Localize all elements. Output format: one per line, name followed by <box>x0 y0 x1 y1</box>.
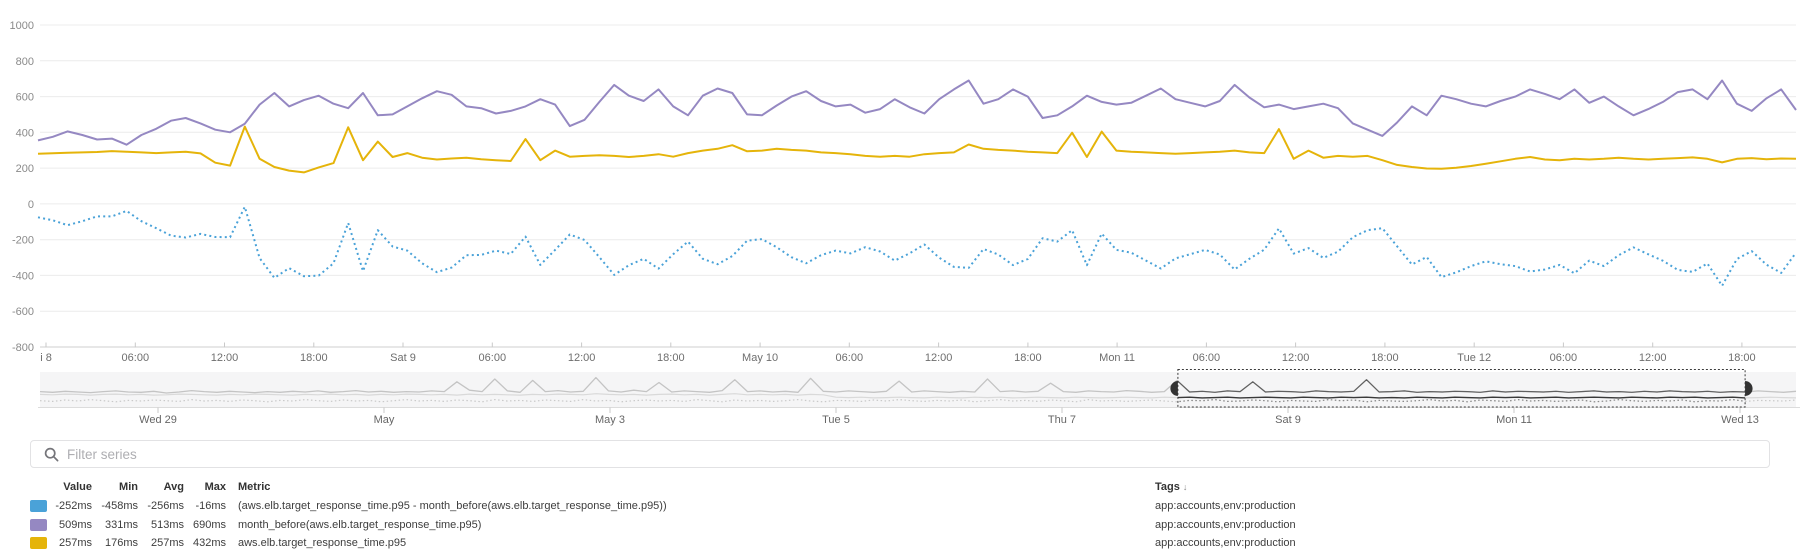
month-before-series-line <box>37 79 1797 146</box>
legend-row-current[interactable]: 257ms 176ms 257ms 432ms aws.elb.target_r… <box>30 534 1770 553</box>
sort-descending-icon: ↓ <box>1182 481 1188 492</box>
legend-metric: aws.elb.target_response_time.p95 <box>238 537 407 550</box>
minimap-date-label: May 3 <box>595 414 625 426</box>
legend-tags: app:accounts,env:production <box>1155 537 1296 550</box>
x-axis-label: 06:00 <box>836 352 864 364</box>
x-axis-label: 18:00 <box>1014 352 1042 364</box>
y-axis-label: -400 <box>12 270 34 282</box>
legend-max: 690ms <box>192 518 226 531</box>
legend-tags: app:accounts,env:production <box>1155 518 1296 531</box>
filter-series-input[interactable] <box>67 446 1769 462</box>
legend-header-value[interactable]: Value <box>63 480 92 493</box>
minimap-date-label: May <box>374 414 395 426</box>
legend-header-metric[interactable]: Metric <box>238 480 271 493</box>
brush-handle-right[interactable] <box>1745 381 1753 396</box>
minimap-date-label: Wed 13 <box>1721 414 1759 426</box>
x-axis-label: 18:00 <box>657 352 685 364</box>
legend-header-row: Value Min Avg Max Metric Tags ↓ <box>30 478 1770 495</box>
x-axis-label: 12:00 <box>1282 352 1310 364</box>
current-series-line <box>37 125 1797 174</box>
overview-dotted-line <box>1177 399 1746 403</box>
x-axis-label: 06:00 <box>122 352 150 364</box>
minimap-date-label: Sat 9 <box>1275 414 1301 426</box>
x-axis-label: Mon 11 <box>1099 352 1135 364</box>
x-axis-label: i 8 <box>40 352 52 364</box>
minimap-background[interactable] <box>40 372 1796 407</box>
x-axis-label: 18:00 <box>1371 352 1399 364</box>
legend-tags: app:accounts,env:production <box>1155 500 1296 513</box>
y-axis-label: 200 <box>16 163 34 175</box>
legend-metric: month_before(aws.elb.target_response_tim… <box>238 518 482 531</box>
legend-min: 176ms <box>104 537 138 550</box>
series-swatch-blue[interactable] <box>30 500 47 513</box>
search-icon <box>44 447 59 461</box>
minimap-date-label: Mon 11 <box>1496 414 1532 426</box>
legend-header-max[interactable]: Max <box>204 480 226 493</box>
x-axis-label: 12:00 <box>1639 352 1667 364</box>
x-axis-label: Tue 12 <box>1457 352 1491 364</box>
y-axis-label: 600 <box>16 92 34 104</box>
x-axis-label: May 10 <box>742 352 778 364</box>
legend-value: 257ms <box>58 537 92 550</box>
legend-value: -252ms <box>55 500 92 513</box>
legend-min: 331ms <box>104 518 138 531</box>
legend-avg: 257ms <box>150 537 184 550</box>
legend-table: Value Min Avg Max Metric Tags ↓ -252ms -4… <box>30 478 1770 553</box>
x-axis-label: 12:00 <box>211 352 239 364</box>
y-axis-label: -600 <box>12 306 34 318</box>
minimap-date-label: Tue 5 <box>822 414 850 426</box>
x-axis-label: 06:00 <box>1193 352 1221 364</box>
legend-header-avg[interactable]: Avg <box>163 480 184 493</box>
legend-row-month-before[interactable]: 509ms 331ms 513ms 690ms month_before(aws… <box>30 516 1770 535</box>
x-axis-label: 12:00 <box>568 352 596 364</box>
x-axis-label: 06:00 <box>479 352 507 364</box>
main-chart[interactable]: 1000 800 600 400 200 0 -200 -400 -600 -800 i 8 06:0… <box>0 0 1800 368</box>
x-axis-label: 12:00 <box>925 352 953 364</box>
y-axis-label: -200 <box>12 235 34 247</box>
overview-upper-line <box>1177 379 1746 393</box>
x-axis-label: Sat 9 <box>390 352 416 364</box>
legend-header-tags[interactable]: Tags ↓ <box>1155 480 1188 493</box>
minimap-date-label: Wed 29 <box>139 414 177 426</box>
brush-handle-left[interactable] <box>1170 381 1178 396</box>
legend-metric: (aws.elb.target_response_time.p95 - mont… <box>238 500 667 513</box>
y-axis-label: -800 <box>12 342 34 354</box>
series-swatch-yellow[interactable] <box>30 537 47 550</box>
legend-avg: 513ms <box>150 518 184 531</box>
legend-header-min[interactable]: Min <box>119 480 138 493</box>
minimap-brush[interactable]: Wed 29 May May 3 Tue 5 Thu 7 Sat 9 Mon 11 Wed 1… <box>0 368 1800 430</box>
legend-row-diff[interactable]: -252ms -458ms -256ms -16ms (aws.elb.targ… <box>30 497 1770 516</box>
y-axis-label: 0 <box>28 199 34 211</box>
legend-avg: -256ms <box>147 500 184 513</box>
y-axis-label: 800 <box>16 56 34 68</box>
series-swatch-purple[interactable] <box>30 518 47 531</box>
x-axis-label: 06:00 <box>1550 352 1578 364</box>
y-axis-label: 400 <box>16 127 34 139</box>
legend-min: -458ms <box>101 500 138 513</box>
x-axis-label: 18:00 <box>1728 352 1756 364</box>
x-axis-label: 18:00 <box>300 352 328 364</box>
overview-lower-line <box>1177 396 1746 399</box>
minimap-date-label: Thu 7 <box>1048 414 1076 426</box>
legend-value: 509ms <box>58 518 92 531</box>
minimap-selected-region <box>1177 379 1746 403</box>
filter-series-bar <box>30 440 1770 468</box>
diff-series-line <box>37 205 1797 287</box>
legend-max: -16ms <box>195 500 226 513</box>
y-axis-label: 1000 <box>10 20 34 32</box>
legend-max: 432ms <box>192 537 226 550</box>
